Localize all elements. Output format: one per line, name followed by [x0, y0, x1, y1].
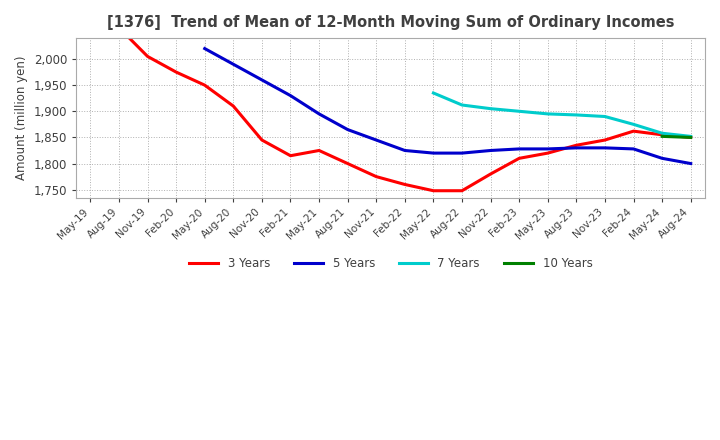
3 Years	[372, 174, 381, 179]
7 Years	[486, 106, 495, 111]
3 Years	[658, 132, 667, 137]
3 Years	[114, 25, 123, 30]
3 Years	[686, 135, 695, 140]
7 Years	[658, 131, 667, 136]
3 Years	[172, 70, 181, 75]
7 Years	[572, 112, 580, 117]
Line: 5 Years: 5 Years	[204, 48, 690, 164]
3 Years	[629, 128, 638, 134]
5 Years	[200, 46, 209, 51]
3 Years	[458, 188, 467, 193]
5 Years	[686, 161, 695, 166]
5 Years	[400, 148, 409, 153]
3 Years	[229, 103, 238, 109]
7 Years	[515, 109, 523, 114]
5 Years	[229, 62, 238, 67]
5 Years	[629, 146, 638, 151]
7 Years	[600, 114, 609, 119]
5 Years	[572, 145, 580, 150]
3 Years	[515, 156, 523, 161]
5 Years	[343, 127, 352, 132]
3 Years	[343, 161, 352, 166]
3 Years	[286, 153, 294, 158]
5 Years	[315, 111, 323, 117]
5 Years	[372, 137, 381, 143]
3 Years	[200, 83, 209, 88]
3 Years	[315, 148, 323, 153]
3 Years	[429, 188, 438, 193]
5 Years	[658, 156, 667, 161]
5 Years	[429, 150, 438, 156]
5 Years	[286, 93, 294, 98]
Line: 10 Years: 10 Years	[662, 136, 690, 137]
3 Years	[258, 137, 266, 143]
Title: [1376]  Trend of Mean of 12-Month Moving Sum of Ordinary Incomes: [1376] Trend of Mean of 12-Month Moving …	[107, 15, 675, 30]
7 Years	[629, 122, 638, 127]
3 Years	[400, 182, 409, 187]
Line: 3 Years: 3 Years	[91, 0, 690, 191]
3 Years	[572, 143, 580, 148]
7 Years	[686, 134, 695, 139]
5 Years	[515, 146, 523, 151]
3 Years	[143, 54, 152, 59]
Line: 7 Years: 7 Years	[433, 93, 690, 136]
10 Years	[686, 135, 695, 140]
7 Years	[429, 90, 438, 95]
3 Years	[486, 171, 495, 176]
7 Years	[544, 111, 552, 117]
5 Years	[486, 148, 495, 153]
7 Years	[458, 103, 467, 108]
5 Years	[258, 77, 266, 83]
5 Years	[544, 146, 552, 151]
5 Years	[600, 145, 609, 150]
3 Years	[600, 137, 609, 143]
3 Years	[544, 150, 552, 156]
10 Years	[658, 134, 667, 139]
Legend: 3 Years, 5 Years, 7 Years, 10 Years: 3 Years, 5 Years, 7 Years, 10 Years	[184, 252, 597, 275]
5 Years	[458, 150, 467, 156]
Y-axis label: Amount (million yen): Amount (million yen)	[15, 55, 28, 180]
